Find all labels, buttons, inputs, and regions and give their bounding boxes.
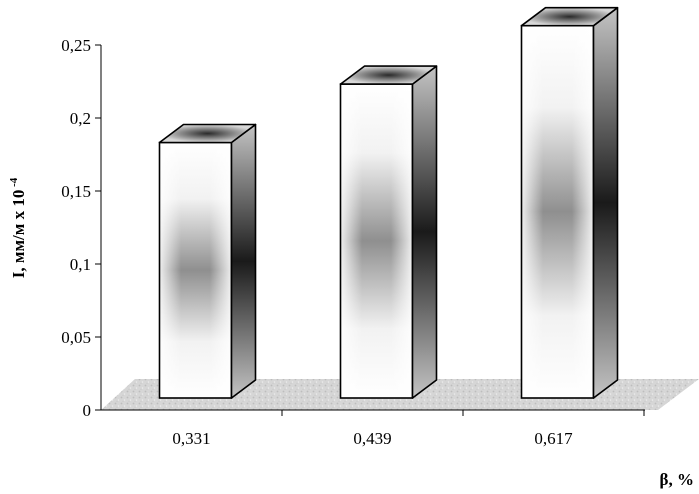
y-tick-label: 0	[83, 401, 92, 420]
y-axis-title-exponent: -4	[8, 177, 20, 189]
bar-top	[158, 123, 257, 144]
bar-side	[230, 123, 257, 399]
bar-side	[411, 65, 438, 399]
x-axis-title: β, %	[660, 470, 694, 489]
bar-column	[158, 123, 257, 399]
bar-side	[592, 6, 619, 399]
y-tick-label: 0,25	[61, 36, 91, 55]
y-tick-label: 0,2	[70, 109, 91, 128]
bar-front-outline	[520, 24, 595, 399]
bar-front-outline	[339, 83, 414, 399]
bar-top	[520, 6, 619, 27]
y-tick-label: 0,05	[61, 328, 91, 347]
x-tick-label: 0,331	[172, 429, 210, 448]
x-tick-label: 0,617	[534, 429, 573, 448]
bar-column	[339, 65, 438, 399]
y-axis-title: I, мм/м х 10 -4	[8, 177, 28, 278]
x-tick-label: 0,439	[353, 429, 391, 448]
y-tick-label: 0,1	[70, 255, 91, 274]
bar-top	[339, 65, 438, 85]
bar-column	[520, 6, 619, 399]
bar-front-outline	[158, 141, 233, 399]
y-tick-label: 0,15	[61, 182, 91, 201]
y-axis-title-text: I, мм/м х 10	[9, 190, 28, 279]
